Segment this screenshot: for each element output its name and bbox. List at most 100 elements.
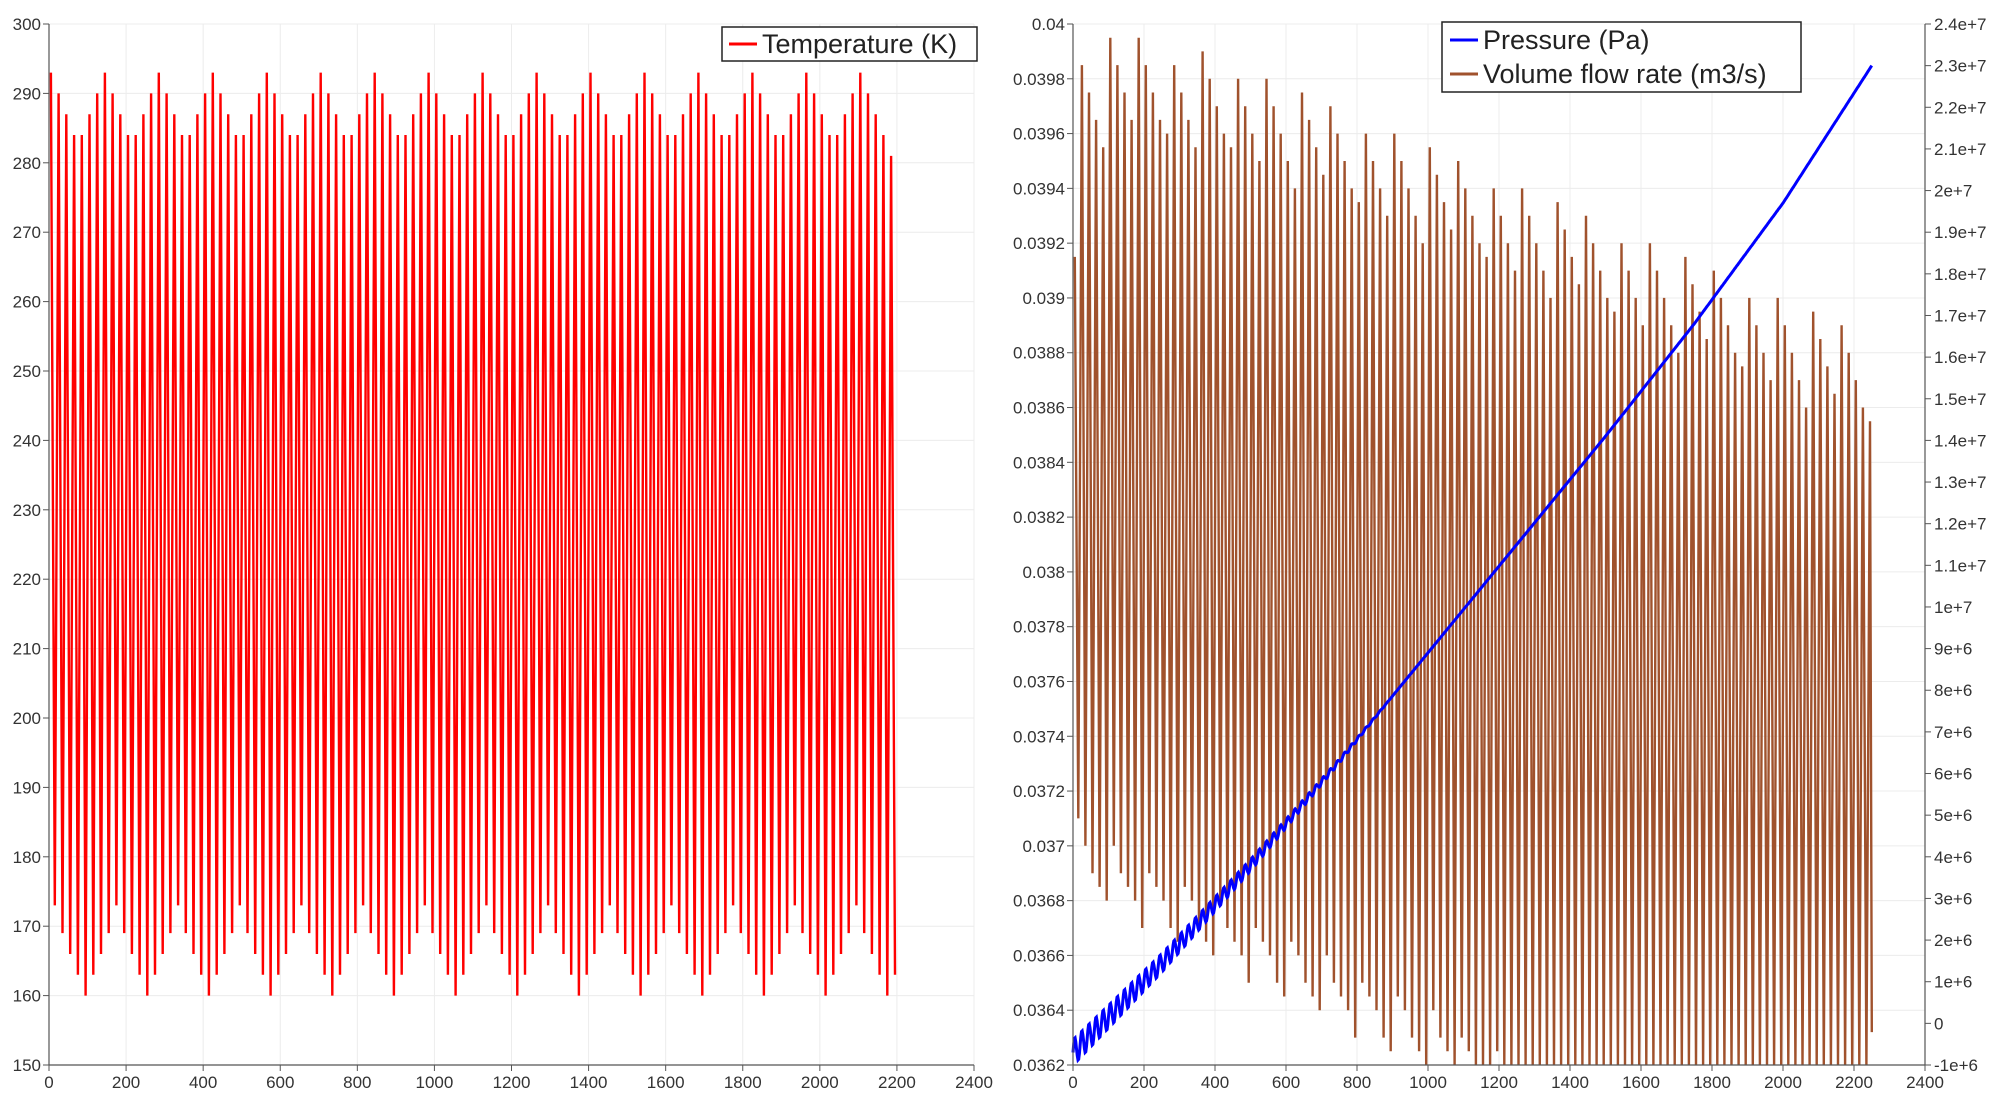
pressure-flow-xtick-label: 2200: [1835, 1073, 1873, 1092]
temperature-ytick-label: 160: [13, 987, 41, 1006]
pressure-flow-ytick-label: 0.0368: [1013, 892, 1065, 911]
pressure-flow-ytick-label: 0.0398: [1013, 70, 1065, 89]
pressure-flow-ytick-label: 0.0372: [1013, 782, 1065, 801]
pressure-flow-ytick-label: 0.0386: [1013, 399, 1065, 418]
pressure-flow-axes: 0 200 400 600 800 1000 1200 1400 1600 1800 2000 220…: [1013, 15, 1986, 1092]
pressure-flow-ytick-label: 0.0388: [1013, 344, 1065, 363]
pressure-flow-xtick-label: 200: [1130, 1073, 1158, 1092]
temperature-ytick-label: 150: [13, 1056, 41, 1075]
pressure-flow-xtick-label: 1800: [1693, 1073, 1731, 1092]
pressure-flow-xtick-label: 1600: [1622, 1073, 1660, 1092]
flow-legend-label: Volume flow rate (m3/s): [1483, 59, 1767, 89]
temperature-ytick-label: 210: [13, 640, 41, 659]
pressure-flow-y2tick-label: 1e+7: [1934, 598, 1972, 617]
pressure-flow-xtick-label: 1400: [1551, 1073, 1589, 1092]
pressure-flow-ytick-label: 0.0382: [1013, 508, 1065, 527]
temperature-xtick-label: 200: [112, 1073, 140, 1092]
temperature-legend: Temperature (K): [721, 26, 978, 62]
pressure-flow-ytick-label: 0.0378: [1013, 618, 1065, 637]
temperature-legend-box: [721, 26, 978, 62]
temperature-xtick-label: 2200: [878, 1073, 916, 1092]
pressure-flow-y2tick-label: 1.5e+7: [1934, 390, 1986, 409]
pressure-flow-y2tick-label: 4e+6: [1934, 848, 1972, 867]
pressure-flow-y2tick-label: 3e+6: [1934, 889, 1972, 908]
temperature-ytick-label: 220: [13, 570, 41, 589]
pressure-flow-y2tick-label: 2e+6: [1934, 931, 1972, 950]
pressure-flow-ytick-label: 0.0366: [1013, 946, 1065, 965]
pressure-flow-y2tick-label: 1.2e+7: [1934, 515, 1986, 534]
temperature-xtick-label: 2400: [955, 1073, 993, 1092]
pressure-flow-y2tick-label: 2.1e+7: [1934, 140, 1986, 159]
pressure-flow-legend-box: [1441, 21, 1802, 93]
pressure-flow-y2tick-label: 1.6e+7: [1934, 348, 1986, 367]
pressure-flow-y2tick-label: 1.7e+7: [1934, 306, 1986, 325]
pressure-flow-legend: Pressure (Pa) Volume flow rate (m3/s): [1441, 21, 1802, 93]
temperature-xtick-label: 600: [266, 1073, 294, 1092]
pressure-flow-xtick-label: 1200: [1480, 1073, 1518, 1092]
temperature-ytick-label: 180: [13, 848, 41, 867]
pressure-flow-y2tick-label: 2.3e+7: [1934, 57, 1986, 76]
pressure-flow-y2tick-label: 2e+7: [1934, 182, 1972, 201]
pressure-flow-ytick-label: 0.038: [1022, 563, 1065, 582]
temperature-ytick-label: 190: [13, 778, 41, 797]
temperature-ytick-label: 200: [13, 709, 41, 728]
pressure-flow-xtick-label: 0: [1068, 1073, 1077, 1092]
pressure-flow-y2tick-label: 1.1e+7: [1934, 556, 1986, 575]
pressure-flow-ytick-label: 0.0392: [1013, 234, 1065, 253]
pressure-flow-y2tick-label: -1e+6: [1934, 1056, 1978, 1075]
temperature-xtick-label: 1200: [493, 1073, 531, 1092]
temperature-ytick-label: 300: [13, 15, 41, 34]
temperature-xtick-label: 2000: [801, 1073, 839, 1092]
pressure-flow-y2tick-label: 6e+6: [1934, 765, 1972, 784]
pressure-flow-ytick-label: 0.0364: [1013, 1001, 1065, 1020]
temperature-xtick-label: 1600: [647, 1073, 685, 1092]
pressure-flow-ytick-label: 0.0384: [1013, 453, 1065, 472]
pressure-flow-y2tick-label: 8e+6: [1934, 681, 1972, 700]
pressure-flow-y2tick-label: 7e+6: [1934, 723, 1972, 742]
temperature-chart: 0 200 400 600 800 1000 1200 1400 1600 1800 2000 220…: [13, 15, 993, 1092]
temperature-xtick-label: 0: [44, 1073, 53, 1092]
temperature-legend-label: Temperature (K): [762, 29, 957, 59]
temperature-xtick-label: 800: [343, 1073, 371, 1092]
temperature-ytick-label: 230: [13, 501, 41, 520]
temperature-ytick-label: 170: [13, 917, 41, 936]
pressure-flow-xtick-label: 600: [1272, 1073, 1300, 1092]
pressure-flow-y2tick-label: 1.9e+7: [1934, 223, 1986, 242]
temperature-series: [49, 72, 897, 996]
temperature-xtick-label: 1400: [570, 1073, 608, 1092]
temperature-line: [49, 72, 897, 996]
pressure-flow-ytick-label: 0.0396: [1013, 125, 1065, 144]
pressure-flow-y2tick-label: 1.4e+7: [1934, 431, 1986, 450]
temperature-xtick-label: 400: [189, 1073, 217, 1092]
pressure-flow-y2tick-label: 1.3e+7: [1934, 473, 1986, 492]
pressure-line: [1071, 64, 1874, 1064]
pressure-flow-y2tick-label: 2.2e+7: [1934, 98, 1986, 117]
temperature-axes: 0 200 400 600 800 1000 1200 1400 1600 1800 2000 220…: [13, 15, 993, 1092]
pressure-flow-y2tick-label: 1e+6: [1934, 973, 1972, 992]
pressure-flow-y2tick-label: 0: [1934, 1014, 1943, 1033]
pressure-flow-ytick-label: 0.0362: [1013, 1056, 1065, 1075]
pressure-legend-label: Pressure (Pa): [1483, 25, 1650, 55]
pressure-flow-xtick-label: 2400: [1906, 1073, 1944, 1092]
pressure-flow-ytick-label: 0.039: [1022, 289, 1065, 308]
temperature-ytick-label: 250: [13, 362, 41, 381]
pressure-flow-xtick-label: 1000: [1409, 1073, 1447, 1092]
pressure-flow-ytick-label: 0.0374: [1013, 727, 1065, 746]
pressure-flow-y2tick-label: 5e+6: [1934, 806, 1972, 825]
pressure-flow-ytick-label: 0.04: [1032, 15, 1065, 34]
pressure-flow-y2tick-label: 2.4e+7: [1934, 15, 1986, 34]
pressure-flow-y2tick-label: 1.8e+7: [1934, 265, 1986, 284]
pressure-flow-series: [1071, 37, 1874, 1066]
pressure-flow-xtick-label: 400: [1201, 1073, 1229, 1092]
temperature-ytick-label: 290: [13, 84, 41, 103]
temperature-ytick-label: 270: [13, 223, 41, 242]
pressure-flow-chart: 0 200 400 600 800 1000 1200 1400 1600 1800 2000 220…: [1013, 15, 1986, 1092]
pressure-flow-xtick-label: 800: [1343, 1073, 1371, 1092]
pressure-flow-ytick-label: 0.037: [1022, 837, 1065, 856]
temperature-xtick-label: 1800: [724, 1073, 762, 1092]
temperature-ytick-label: 280: [13, 154, 41, 173]
pressure-flow-y2tick-label: 9e+6: [1934, 640, 1972, 659]
volume-flow-line: [1073, 37, 1873, 1066]
temperature-ytick-label: 240: [13, 431, 41, 450]
